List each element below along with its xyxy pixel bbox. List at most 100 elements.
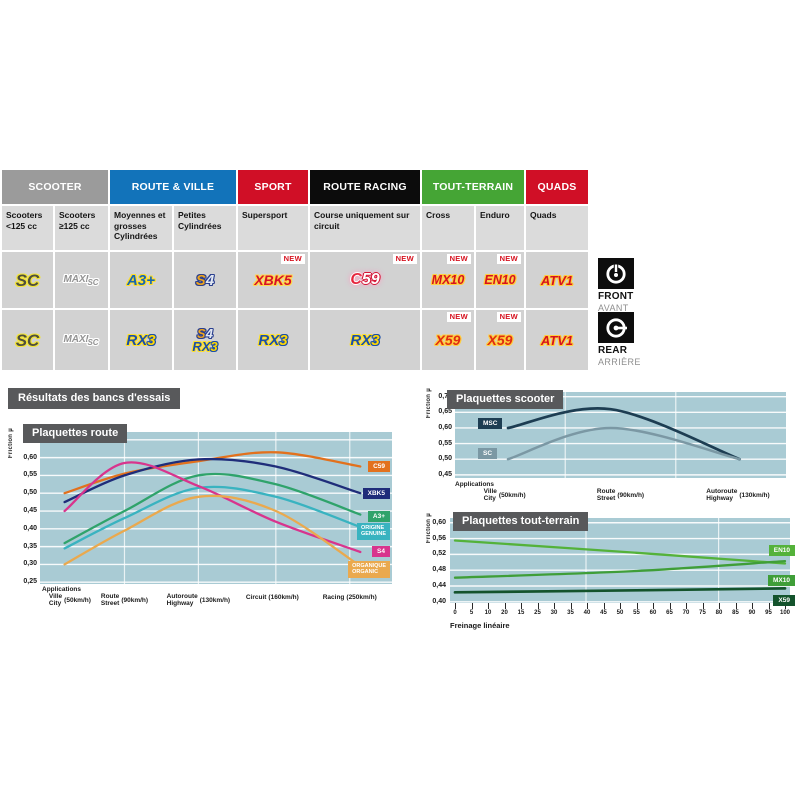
- series-badge-line: ORGANIQUE: [352, 563, 386, 569]
- y-tick-label: 0,55: [438, 439, 452, 447]
- x-tick-label: 75: [699, 610, 706, 616]
- x-category-ville: Ville City (50km/h): [49, 593, 91, 608]
- x-tick-label: 95: [765, 610, 772, 616]
- x-tick-mark: [620, 603, 622, 609]
- front-label: FRONT: [598, 291, 634, 302]
- x-tick-label: 5: [469, 610, 474, 616]
- badge-part: 4: [205, 326, 213, 341]
- x-tick-label: 45: [600, 610, 607, 616]
- group-header-route-ville: ROUTE & VILLE: [110, 170, 236, 204]
- badge-part: 59: [361, 271, 380, 288]
- pad-badge-x59: X59: [435, 332, 461, 348]
- pad-badge-xbk5: XBK5: [254, 272, 292, 288]
- chart-plaquettes-scooter: Plaquettes scooter Friction µ 0,70 0,65 0,60…: [426, 384, 800, 508]
- x-tick-mark: [488, 603, 490, 609]
- x-tick-mark: [702, 603, 704, 609]
- x-tick-label: 60: [649, 610, 657, 616]
- x-tick-label: 10: [484, 610, 492, 616]
- x-tick-mark: [603, 603, 605, 609]
- badge-part: C: [350, 271, 362, 288]
- y-tick-label: 0,40: [23, 524, 37, 532]
- front-pad-cell: A3+: [110, 252, 172, 308]
- series-badge-msc: MSC: [478, 418, 503, 430]
- plot-area-tout_terrain: [450, 518, 790, 603]
- x-tick-mark: [521, 603, 523, 609]
- category-bilingual: Autoroute Highway: [706, 488, 738, 503]
- badge-part: SC: [87, 338, 99, 347]
- rear-pad-cell: S4 RX3: [174, 310, 236, 370]
- product-application-table: SCOOTER ROUTE & VILLE SPORT ROUTE RACING TOU…: [2, 170, 588, 370]
- x-tick-label: 100: [779, 610, 791, 616]
- category-fr: Autoroute: [166, 593, 198, 600]
- front-pad-cell: NEW C59: [310, 252, 420, 308]
- y-tick-label: 0,35: [23, 542, 37, 550]
- y-tick-label: 0,50: [23, 489, 37, 497]
- group-header-quads: QUADS: [526, 170, 588, 204]
- category-speed: (50km/h): [498, 492, 526, 500]
- y-tick-label: 0,40: [432, 597, 446, 605]
- group-header-sport: SPORT: [238, 170, 308, 204]
- subheader-supersport: Supersport: [238, 206, 308, 250]
- new-tag: NEW: [392, 254, 417, 264]
- badge-part: RX: [192, 339, 211, 354]
- series-badge-xbk5: XBK5: [362, 488, 390, 500]
- pad-badge-sc: SC: [15, 330, 40, 350]
- pad-badge-atv1: ATV1: [540, 272, 574, 288]
- badge-part: 3: [371, 331, 380, 349]
- x-tick-mark: [719, 603, 721, 609]
- y-tick-label: 0,30: [23, 560, 37, 568]
- series-badge-line: ORIGINE: [360, 525, 385, 531]
- category-speed: (90km/h): [617, 492, 645, 500]
- x-category-autoroute: Autoroute Highway (130km/h): [706, 488, 770, 503]
- subheader-petites-cylindr-es: Petites Cylindrées: [174, 206, 236, 250]
- x-tick-mark: [471, 603, 473, 609]
- x-tick-mark: [768, 603, 770, 609]
- rear-pad-cell: NEW X59: [422, 310, 474, 370]
- category-en: Highway: [166, 599, 194, 607]
- pad-badge-rx3: RX3: [258, 333, 287, 348]
- new-tag: NEW: [446, 254, 471, 264]
- y-tick-label: 0,60: [23, 453, 37, 461]
- rear-axle-block: REAR ARRIÈRE: [598, 312, 654, 367]
- series-badge-organique-organic: ORGANIQUE ORGANIC: [348, 561, 390, 578]
- rear-label: REAR: [598, 345, 628, 356]
- x-tick-label: 40: [583, 610, 591, 616]
- rear-pad-cell: RX3: [238, 310, 308, 370]
- badge-part: 3: [279, 331, 288, 349]
- x-tick-label: 30: [550, 610, 558, 616]
- pad-badge-rx3: RX3: [350, 333, 379, 348]
- x-tick-label: 35: [567, 610, 574, 616]
- category-speed: (130km/h): [739, 492, 770, 500]
- pad-badge-maxi-sc: MAXISC: [63, 335, 99, 347]
- badge-part: S: [197, 326, 206, 341]
- series-badge-mx10: MX10: [768, 575, 795, 587]
- rear-pad-cell: NEW X59: [476, 310, 524, 370]
- x-tick-label: 65: [666, 610, 673, 616]
- x-tick-label: 55: [633, 610, 640, 616]
- applications-caption: Applications: [455, 481, 495, 488]
- avant-label: AVANT: [598, 303, 629, 313]
- y-tick-label: 0,56: [432, 534, 446, 542]
- badge-part: 3: [147, 331, 156, 349]
- rear-pad-cell: RX3: [110, 310, 172, 370]
- x-tick-mark: [752, 603, 754, 609]
- plot-area-route: [40, 432, 392, 584]
- pad-badge-rx3: RX3: [192, 340, 217, 353]
- x-tick-mark: [455, 603, 457, 609]
- x-tick-mark: [735, 603, 737, 609]
- category-fr: Autoroute: [706, 488, 738, 495]
- chart-plaquettes-tout-terrain: Plaquettes tout-terrain Friction µ 0,60 0,5…: [426, 507, 800, 637]
- front-pad-cell: S4: [174, 252, 236, 308]
- x-category-route: Route Street (90km/h): [597, 488, 645, 503]
- subheader-course-uniquement-sur-circuit: Course uniquement sur circuit: [310, 206, 420, 250]
- pad-badge-en10: EN10: [484, 272, 516, 287]
- pad-badge-maxi-sc: MAXISC: [63, 275, 99, 287]
- x-tick-label: 70: [682, 610, 690, 616]
- x-tick-mark: [653, 603, 655, 609]
- series-badge-sc: SC: [478, 448, 498, 460]
- y-tick-label: 0,45: [438, 470, 452, 478]
- badge-part: 3: [210, 339, 218, 354]
- series-badge-origine-genuine: ORIGINE GENUINE: [356, 523, 390, 540]
- chart-title-tout_terrain: Plaquettes tout-terrain: [453, 512, 589, 531]
